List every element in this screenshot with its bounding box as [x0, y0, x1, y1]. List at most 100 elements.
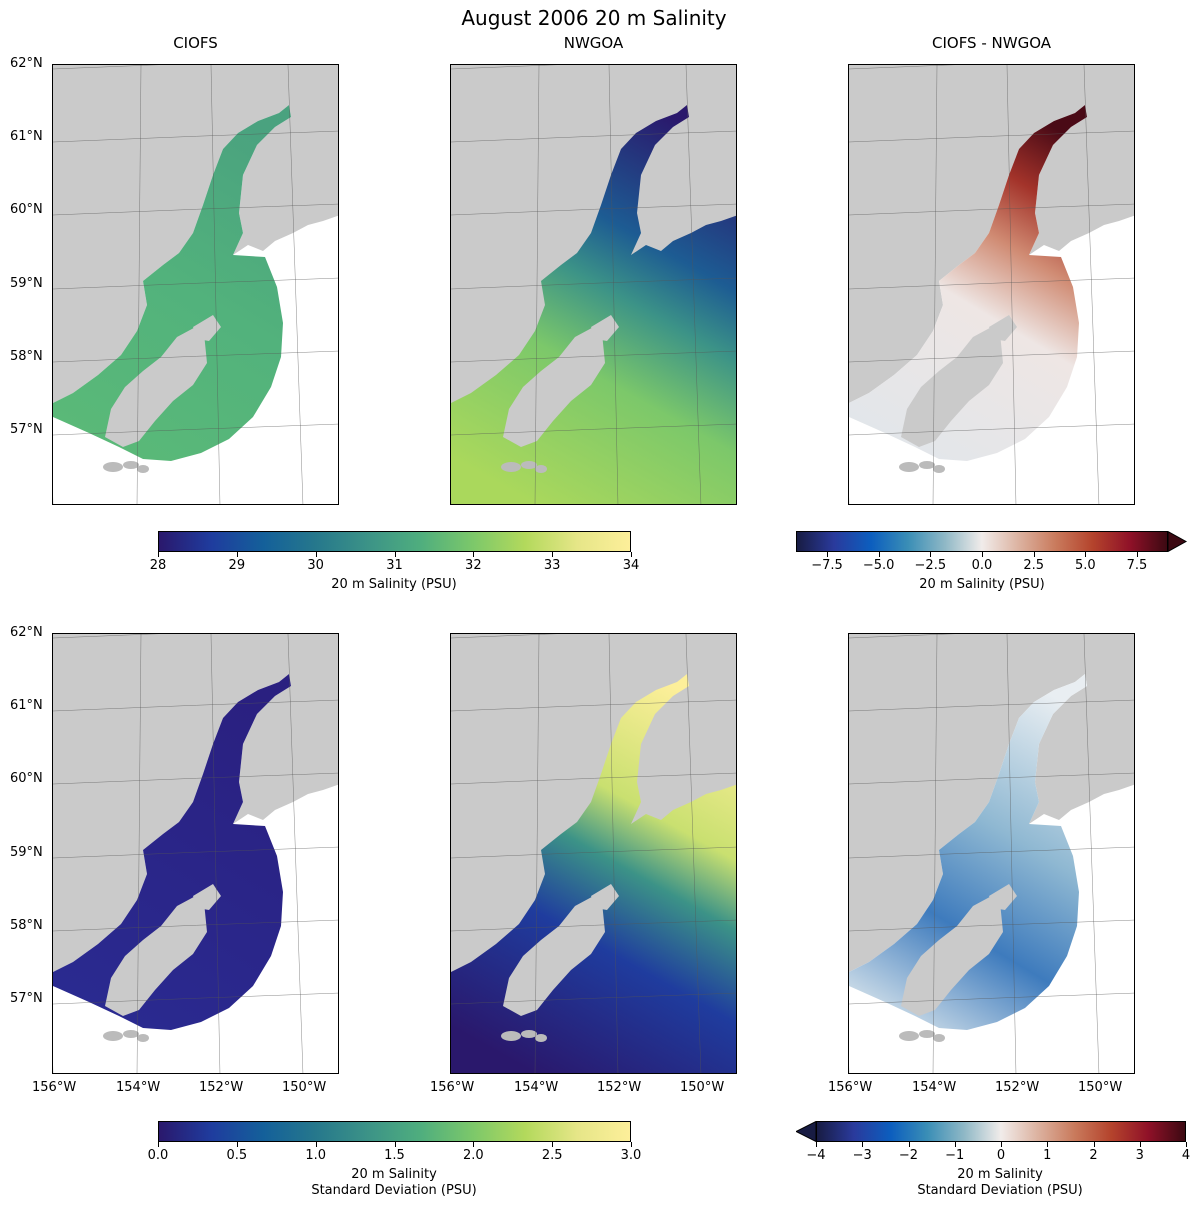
- small-island: [919, 1030, 935, 1038]
- colorbar-tick-label: 0.5: [226, 1148, 248, 1163]
- colorbar-tick-label: 7.5: [1126, 558, 1148, 573]
- colorbar-tick-label: 1.0: [305, 1148, 326, 1163]
- longitude-label: 150°W: [282, 1080, 327, 1095]
- colorbar-label-line2: Standard Deviation (PSU): [917, 1183, 1083, 1198]
- longitude-label: 152°W: [995, 1080, 1040, 1095]
- longitude-gridline: [287, 65, 304, 504]
- longitude-label: 154°W: [116, 1080, 161, 1095]
- colorbar-tick: [473, 1142, 474, 1147]
- colorbar-label: 20 m Salinity Standard Deviation (PSU): [244, 1167, 544, 1199]
- colorbar-tick-label: 29: [228, 558, 246, 573]
- colorbar-tick: [158, 552, 159, 557]
- colorbar-tick: [631, 1142, 632, 1147]
- latitude-gridline: [849, 699, 1134, 712]
- colorbar-tick: [395, 552, 396, 557]
- longitude-label: 154°W: [912, 1080, 957, 1095]
- small-island: [899, 462, 919, 472]
- colorbar-tick-label: −4: [806, 1148, 826, 1163]
- colorbar-tick-label: 2: [1089, 1148, 1098, 1163]
- colorbar-tick-label: 0.0: [971, 558, 993, 573]
- colorbar-tick: [862, 1142, 863, 1147]
- kodiak-island: [105, 323, 207, 447]
- longitude-gridline: [1083, 65, 1100, 504]
- colorbar-label-line2: Standard Deviation (PSU): [311, 1183, 477, 1198]
- colorbar-label-line1: 20 m Salinity: [351, 1167, 437, 1182]
- longitude-gridline: [1006, 634, 1017, 1073]
- map-panel-std-nwgoa: [450, 633, 737, 1074]
- extend-triangle: [1168, 531, 1188, 552]
- colorbar-tick: [552, 552, 553, 557]
- map-canvas: [451, 634, 736, 1073]
- colorbar-tick: [473, 552, 474, 557]
- latitude-label: 62°N: [10, 56, 43, 71]
- latitude-label: 62°N: [10, 625, 43, 640]
- longitude-label: 150°W: [1078, 1080, 1123, 1095]
- small-island: [123, 461, 139, 469]
- model-field: [849, 105, 1087, 461]
- colorbar-tick: [237, 552, 238, 557]
- small-island: [919, 461, 935, 469]
- panel-title: CIOFS: [173, 34, 218, 52]
- colorbar-tick: [395, 1142, 396, 1147]
- longitude-gridline: [287, 634, 304, 1073]
- colorbar-tick: [316, 1142, 317, 1147]
- map-panel-std-ciofs: [52, 633, 339, 1074]
- colorbar-extend-min-arrow: [796, 1121, 816, 1142]
- colorbar-tick: [158, 1142, 159, 1147]
- colorbar-tick-label: 32: [465, 558, 482, 573]
- latitude-gridline: [53, 634, 158, 639]
- colorbar-label-line1: 20 m Salinity (PSU): [331, 577, 457, 592]
- model-field: [53, 105, 291, 461]
- colorbar-tick-label: 4: [1181, 1148, 1191, 1163]
- kodiak-island: [901, 892, 1003, 1016]
- model-field: [849, 674, 1087, 1030]
- colorbar-label: 20 m Salinity (PSU): [832, 577, 1132, 593]
- map-canvas: [53, 634, 338, 1073]
- latitude-gridline: [451, 130, 736, 143]
- latitude-gridline: [451, 203, 736, 216]
- afognak-island: [591, 884, 619, 910]
- latitude-gridline: [849, 65, 954, 70]
- colorbar-tick-label: 1: [1043, 1148, 1052, 1163]
- kodiak-island: [503, 323, 605, 447]
- kodiak-island: [105, 892, 207, 1016]
- colorbar-tick-label: −7.5: [811, 558, 843, 573]
- latitude-label: 57°N: [10, 422, 43, 437]
- colorbar-tick: [1001, 1142, 1002, 1147]
- colorbar-tick-label: −1: [945, 1148, 965, 1163]
- latitude-label: 59°N: [10, 276, 43, 291]
- latitude-label: 61°N: [10, 698, 43, 713]
- colorbar-label: 20 m Salinity Standard Deviation (PSU): [850, 1167, 1150, 1199]
- small-island: [535, 465, 547, 473]
- latitude-gridline: [849, 130, 1134, 143]
- colorbar-tick: [1137, 552, 1138, 557]
- map-panel-mean-nwgoa: [450, 64, 737, 505]
- longitude-gridline: [534, 634, 540, 1073]
- latitude-label: 59°N: [10, 845, 43, 860]
- small-island: [501, 1031, 521, 1041]
- colorbar-tick: [1047, 1142, 1048, 1147]
- small-island: [521, 1030, 537, 1038]
- colorbar-tick: [955, 1142, 956, 1147]
- colorbar-tick-label: 2.0: [462, 1148, 484, 1163]
- latitude-label: 61°N: [10, 129, 43, 144]
- colorbar-tick-label: 28: [149, 558, 167, 573]
- longitude-label: 152°W: [597, 1080, 642, 1095]
- small-island: [123, 1030, 139, 1038]
- longitude-gridline: [685, 634, 702, 1073]
- longitude-gridline: [932, 634, 938, 1073]
- colorbar-tick-label: 3.0: [620, 1148, 642, 1163]
- colorbar-tick-label: 5.0: [1074, 558, 1096, 573]
- map-canvas: [849, 634, 1134, 1073]
- small-island: [933, 1034, 945, 1042]
- colorbar-haline: [158, 1121, 631, 1142]
- afognak-island: [989, 315, 1017, 341]
- colorbar-tick: [1085, 552, 1086, 557]
- longitude-gridline: [608, 65, 619, 504]
- latitude-gridline: [451, 634, 556, 639]
- longitude-label: 156°W: [828, 1080, 873, 1095]
- latitude-gridline: [53, 203, 338, 216]
- small-island: [137, 1034, 149, 1042]
- latitude-gridline: [53, 772, 338, 785]
- colorbar-tick-label: 0.0: [147, 1148, 169, 1163]
